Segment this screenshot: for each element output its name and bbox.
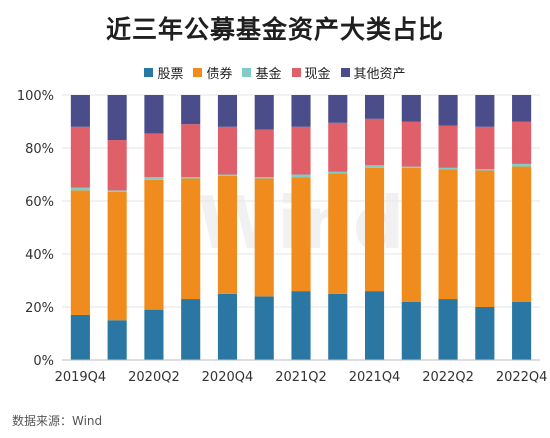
bar-segment-2022Q1-1 bbox=[401, 167, 421, 302]
bar-segment-2022Q2-0 bbox=[438, 299, 458, 360]
bar-segment-2021Q4-3 bbox=[364, 118, 385, 166]
legend-swatch bbox=[340, 68, 350, 77]
bar-segment-2021Q1-2 bbox=[254, 177, 274, 179]
bar-segment-2020Q2-2 bbox=[144, 177, 164, 180]
bar-segment-2019Q4-2 bbox=[70, 187, 90, 191]
bar-segment-2021Q2-2 bbox=[291, 174, 311, 178]
x-tick-label: 2019Q4 bbox=[55, 370, 107, 385]
bar-segment-2020Q2-0 bbox=[144, 309, 164, 360]
bar-segment-2022Q2-3 bbox=[438, 125, 458, 168]
bar-segment-2021Q2-1 bbox=[291, 177, 311, 292]
legend-swatch bbox=[193, 68, 203, 77]
bar-segment-2021Q2-3 bbox=[291, 126, 311, 175]
x-tick-label: 2021Q4 bbox=[349, 370, 401, 385]
bar-segment-2020Q3-2 bbox=[181, 177, 201, 179]
legend-label: 其他资产 bbox=[353, 67, 406, 82]
legend-label: 债券 bbox=[206, 67, 233, 82]
bar-segment-2020Q1-4 bbox=[107, 95, 127, 141]
legend-item-4: 其他资产 bbox=[340, 63, 406, 82]
bar-segment-2021Q3-0 bbox=[328, 293, 348, 360]
bar-segment-2022Q3-0 bbox=[475, 307, 495, 360]
x-tick-label: 2020Q2 bbox=[128, 370, 180, 385]
bar-segment-2022Q1-0 bbox=[401, 301, 421, 360]
y-tick-label: 60% bbox=[25, 195, 54, 210]
bar-segment-2022Q2-4 bbox=[438, 95, 458, 126]
bar-segment-2020Q4-3 bbox=[217, 126, 238, 175]
source-note: 数据来源：Wind bbox=[12, 414, 103, 428]
bar-segment-2020Q1-0 bbox=[107, 320, 127, 360]
legend-item-0: 股票 bbox=[144, 63, 183, 82]
bar-segment-2022Q4-1 bbox=[512, 166, 532, 302]
bar-segment-2020Q2-3 bbox=[144, 133, 164, 178]
legend-item-1: 债券 bbox=[193, 63, 232, 82]
bar-segment-2022Q1-3 bbox=[401, 121, 421, 167]
bar-segment-2021Q4-4 bbox=[364, 95, 385, 119]
bar-segment-2021Q4-0 bbox=[364, 291, 385, 360]
y-tick-label: 40% bbox=[25, 248, 54, 263]
bar-segment-2019Q4-1 bbox=[70, 190, 90, 315]
x-tick-label: 2022Q4 bbox=[496, 370, 548, 385]
chart-title: 近三年公募基金资产大类占比 bbox=[105, 15, 444, 44]
bar-segment-2022Q2-1 bbox=[438, 169, 458, 300]
bar-segment-2020Q2-4 bbox=[144, 95, 164, 134]
bar-segment-2020Q1-3 bbox=[107, 140, 127, 191]
bar-segment-2019Q4-3 bbox=[70, 126, 90, 188]
bar-segment-2021Q1-3 bbox=[254, 129, 274, 178]
bar-segment-2021Q1-1 bbox=[254, 178, 274, 297]
bar-segment-2021Q1-4 bbox=[254, 95, 274, 130]
bar-segment-2020Q4-0 bbox=[217, 293, 238, 360]
bar-segment-2022Q4-3 bbox=[512, 121, 532, 164]
x-tick-label: 2021Q2 bbox=[275, 370, 327, 385]
legend-item-2: 基金 bbox=[242, 63, 282, 82]
chart-legend: 股票 债券 基金 现金 其他资产 bbox=[0, 63, 550, 82]
bar-segment-2020Q2-1 bbox=[144, 179, 164, 310]
bar-segment-2020Q4-2 bbox=[217, 174, 238, 176]
bar-segment-2020Q4-4 bbox=[217, 95, 238, 127]
legend-swatch bbox=[242, 68, 252, 77]
legend-item-3: 现金 bbox=[291, 63, 331, 82]
bar-segment-2021Q1-0 bbox=[254, 296, 274, 360]
bar-segment-2022Q4-2 bbox=[512, 163, 532, 167]
legend-label: 股票 bbox=[157, 67, 184, 82]
bar-segment-2020Q1-1 bbox=[107, 191, 127, 321]
bar-segment-2020Q3-0 bbox=[181, 299, 201, 360]
bar-segment-2020Q3-3 bbox=[181, 124, 201, 178]
bar-segment-2022Q1-2 bbox=[401, 166, 421, 168]
bar-segment-2021Q3-3 bbox=[328, 122, 348, 172]
bar-segment-2020Q4-1 bbox=[217, 175, 238, 294]
bar-segment-2021Q2-4 bbox=[291, 95, 311, 127]
bar-segment-2021Q3-1 bbox=[328, 173, 348, 294]
bar-segment-2022Q4-0 bbox=[512, 301, 532, 360]
bar-segment-2022Q1-4 bbox=[401, 95, 421, 122]
bar-segment-2020Q3-1 bbox=[181, 178, 201, 300]
bar-segment-2020Q1-2 bbox=[107, 190, 127, 192]
bar-segment-2021Q2-0 bbox=[291, 291, 311, 360]
legend-swatch bbox=[291, 68, 301, 77]
bar-segment-2022Q3-2 bbox=[475, 169, 495, 171]
x-tick-label: 2022Q2 bbox=[422, 370, 474, 385]
y-tick-label: 20% bbox=[25, 301, 54, 316]
bar-segment-2022Q4-4 bbox=[512, 95, 532, 122]
bar-segment-2021Q4-2 bbox=[364, 165, 385, 168]
bar-segment-2019Q4-0 bbox=[70, 314, 90, 360]
y-tick-label: 100% bbox=[17, 89, 54, 104]
bar-segment-2021Q4-1 bbox=[364, 167, 385, 292]
bar-segment-2020Q3-4 bbox=[181, 95, 201, 125]
bar-segment-2022Q3-4 bbox=[475, 95, 495, 127]
bar-segment-2021Q3-4 bbox=[328, 95, 348, 123]
y-tick-label: 0% bbox=[33, 354, 54, 369]
bar-segment-2022Q2-2 bbox=[438, 167, 458, 170]
bar-segment-2022Q3-3 bbox=[475, 126, 495, 170]
bar-segment-2021Q3-2 bbox=[328, 171, 348, 174]
y-tick-label: 80% bbox=[25, 142, 54, 157]
legend-swatch bbox=[144, 68, 154, 77]
legend-label: 基金 bbox=[255, 67, 282, 82]
bar-segment-2019Q4-4 bbox=[70, 95, 90, 127]
x-tick-label: 2020Q4 bbox=[202, 370, 254, 385]
bar-segment-2022Q3-1 bbox=[475, 170, 495, 307]
legend-label: 现金 bbox=[304, 67, 331, 82]
